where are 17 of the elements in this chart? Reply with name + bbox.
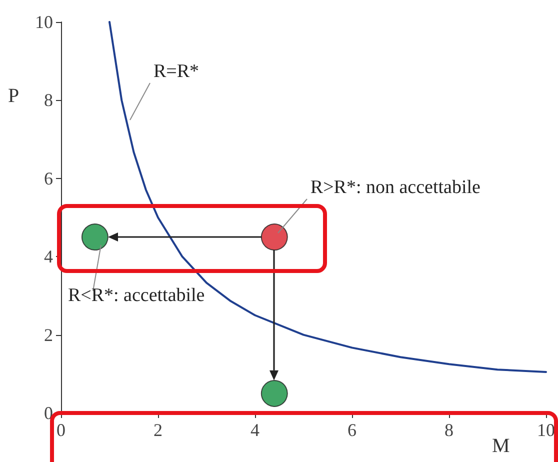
y-tick-label: 8 xyxy=(44,90,53,110)
x-tick-label: 6 xyxy=(348,420,356,440)
y-tick-label: 10 xyxy=(35,12,53,32)
y-tick-label: 4 xyxy=(44,246,53,267)
y-tick-label: 2 xyxy=(44,324,53,345)
x-axis-title: M xyxy=(492,435,510,457)
x-tick-label: 2 xyxy=(154,420,162,440)
y-axis-title: P xyxy=(8,85,20,107)
x-tick-label: 4 xyxy=(250,420,260,440)
annotation: R=R* xyxy=(153,60,200,83)
annotation: R>R*: non accettabile xyxy=(310,177,480,200)
y-tick-label: 0 xyxy=(44,403,53,423)
x-tick-label: 8 xyxy=(444,420,454,440)
annotation: R<R*: accettabile xyxy=(68,285,205,308)
x-tick-label: 0 xyxy=(56,420,66,440)
x-tick-label: 10 xyxy=(537,420,555,440)
y-tick-label: 6 xyxy=(44,168,53,188)
